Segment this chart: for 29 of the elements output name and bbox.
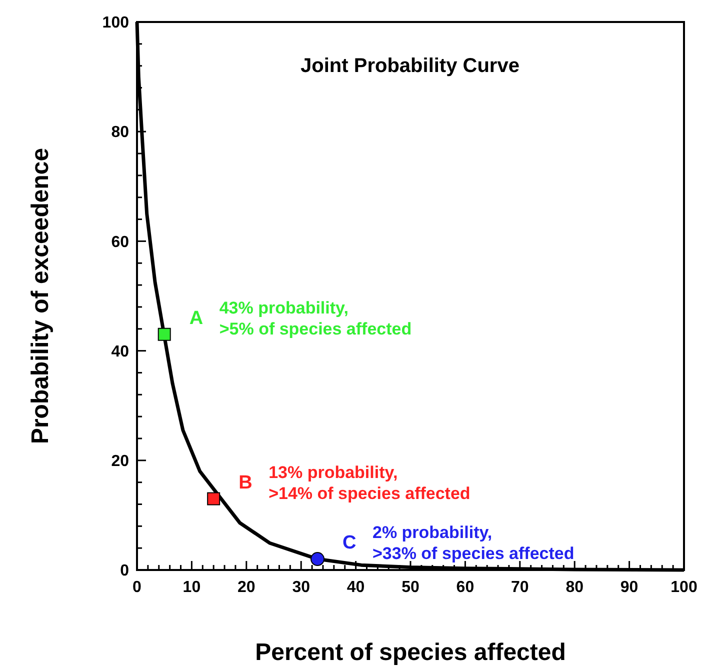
text: Joint Probability Curve <box>300 55 520 77</box>
x-tick-label: 10 <box>182 579 201 596</box>
y-tick-label: 100 <box>102 14 130 32</box>
x-tick-label: 50 <box>402 579 420 596</box>
point <box>158 328 171 341</box>
annotation: 43% probability, >5% of species affected <box>219 298 412 338</box>
x-tick-label: 60 <box>456 579 474 596</box>
x-tick-label: 90 <box>620 579 638 596</box>
y-tick-label: 80 <box>111 124 130 142</box>
annotation: 2% probability, >33% of species affected <box>372 523 574 564</box>
series-label: A <box>189 308 204 330</box>
y-tick-label: 60 <box>111 234 130 251</box>
series-label: B <box>238 472 252 494</box>
x-tick-label: 100 <box>670 579 698 596</box>
y-tick-label: 40 <box>111 343 130 360</box>
y-axis-title: Probability of exceedence <box>27 148 54 444</box>
x-tick-label: 30 <box>292 579 310 596</box>
point <box>310 552 325 566</box>
y-tick-label: 0 <box>120 562 130 580</box>
series-label: C <box>342 532 357 554</box>
x-tick-label: 0 <box>132 579 142 596</box>
point <box>207 492 220 506</box>
annotation: 13% probability, >14% of species affected <box>268 462 470 503</box>
y-tick-label: 20 <box>111 453 130 470</box>
x-axis-title: Percent of species affected <box>255 639 566 666</box>
x-tick-label: 80 <box>566 579 584 596</box>
x-tick-label: 20 <box>238 579 256 596</box>
x-tick-label: 40 <box>346 579 365 596</box>
x-tick-label: 70 <box>511 579 529 596</box>
